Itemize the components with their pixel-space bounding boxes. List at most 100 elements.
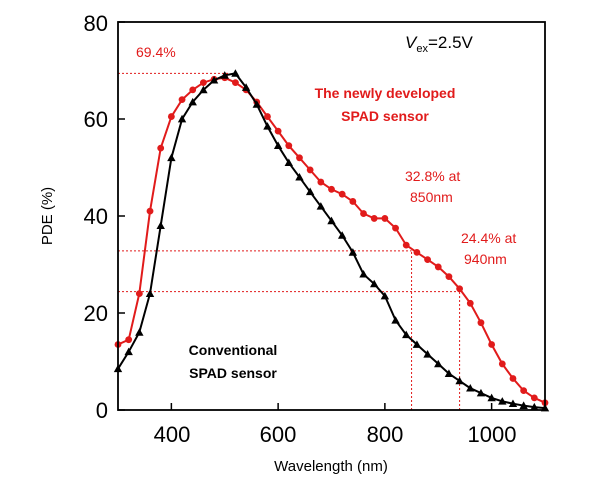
data-point [232,79,239,87]
peak-annotation: 69.4% [136,44,176,60]
data-point [370,215,378,222]
data-point [337,231,347,239]
series-conventional-spad [113,69,550,412]
data-point [135,328,144,336]
data-point [466,299,474,307]
condition-label: Vex=2.5V [405,33,474,55]
data-point [296,154,303,162]
data-point [316,202,326,210]
data-point [231,69,240,77]
data-point [380,291,390,300]
data-point [445,273,453,281]
data-point [498,397,507,405]
data-point [359,270,368,278]
data-point [167,113,175,120]
data-point [284,158,293,167]
data-point [402,241,410,249]
conventional-label-line2: SPAD sensor [189,365,277,381]
data-point [274,127,282,135]
data-point [488,341,496,348]
annotation-940-line2: 940nm [464,251,507,267]
data-point [476,388,486,397]
condition-subscript: ex [416,43,428,55]
x-tick-label: 1000 [468,422,517,447]
data-point [145,289,155,297]
data-point [338,190,346,198]
data-point [167,153,176,162]
data-point [498,360,506,368]
data-point [317,178,325,186]
plot-frame [117,21,546,411]
annotation-850-line2: 850nm [410,189,453,205]
y-tick-label: 80 [84,11,108,36]
data-point [295,173,304,181]
data-point [530,394,538,402]
data-point [444,369,454,377]
data-point [252,100,261,108]
data-point [264,113,271,120]
data-point [520,387,528,394]
data-point [305,187,315,196]
data-point [199,85,208,94]
condition-value: =2.5V [428,33,474,52]
data-point [349,198,357,205]
data-point [273,141,283,150]
series-new-spad [114,74,549,407]
data-point [177,114,187,123]
y-tick-label: 40 [84,204,108,229]
y-axis-title: PDE (%) [39,187,56,245]
data-point [188,97,197,106]
data-point [135,290,143,297]
x-tick-label: 400 [154,422,191,447]
data-point [241,83,251,91]
data-point [455,376,464,385]
data-point [519,401,528,409]
data-point [200,79,207,87]
data-point [477,319,485,327]
data-point [348,248,358,256]
conventional-label-line1: Conventional [189,342,278,358]
data-point [327,216,336,225]
data-point [413,248,421,256]
annotation-940-line1: 24.4% at [461,230,516,246]
y-tick-label: 20 [84,301,108,326]
reference-lines [118,72,461,410]
data-point [487,393,496,402]
data-point [412,340,422,348]
data-point [146,207,154,215]
data-point [381,215,389,222]
data-point [285,142,293,150]
x-tick-label: 600 [260,422,297,447]
data-point [125,336,133,344]
data-point [360,210,367,217]
data-point [370,279,379,288]
annotation-850-line1: 32.8% at [405,168,460,184]
data-point [189,86,197,94]
data-point [124,347,133,356]
data-point [508,399,518,408]
data-point [328,185,335,193]
data-point [423,350,432,358]
data-point [424,256,431,264]
new-spad-label-line1: The newly developed [315,85,456,101]
data-point [434,263,442,271]
axis-ticks [118,21,493,411]
x-axis-title: Wavelength (nm) [274,458,388,475]
data-point [263,122,272,130]
data-point [306,166,314,174]
data-point [402,330,411,339]
data-point [391,316,400,324]
data-point [392,224,399,232]
new-spad-label-line2: SPAD sensor [341,108,429,124]
y-tick-label: 0 [96,398,108,423]
data-point [466,383,475,392]
data-point [156,221,165,230]
data-point [220,71,229,79]
condition-symbol: V [405,33,418,52]
data-point [530,402,539,411]
data-point [456,285,463,293]
data-point [434,359,443,368]
y-tick-label: 60 [84,107,108,132]
data-point [209,76,219,84]
